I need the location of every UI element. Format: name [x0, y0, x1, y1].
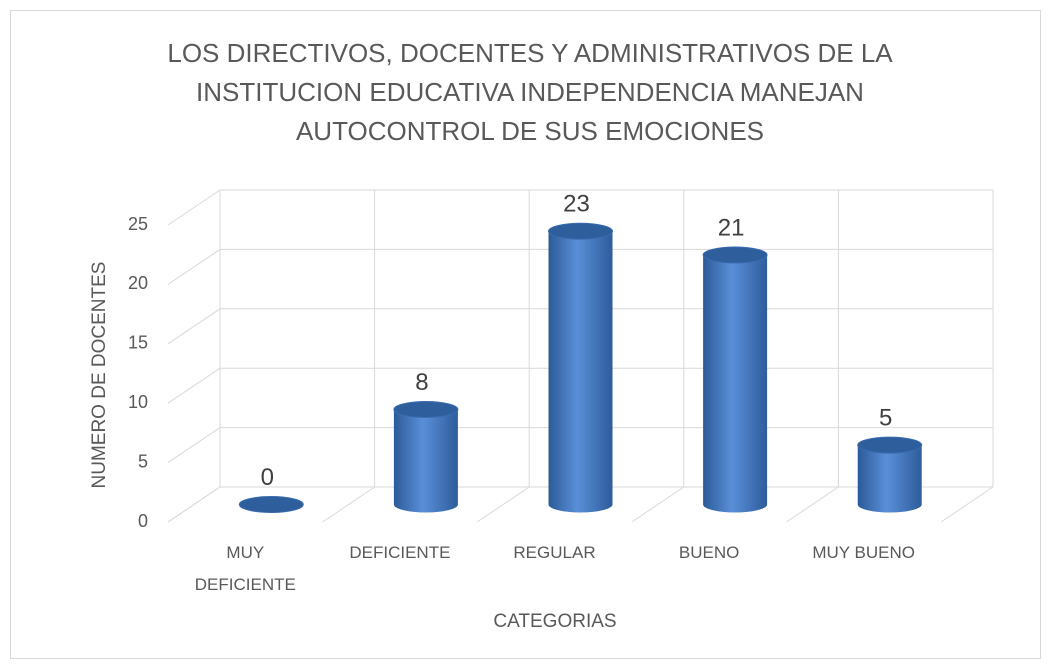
y-axis-label: NUMERO DE DOCENTES — [89, 262, 110, 489]
grid-line — [167, 308, 221, 345]
bar — [238, 496, 304, 513]
data-label: 23 — [563, 191, 590, 218]
bar-body — [703, 255, 768, 513]
bar — [548, 222, 613, 513]
grid-line — [167, 189, 221, 226]
x-tick-label: REGULAR — [513, 543, 596, 562]
grid-line — [167, 248, 221, 285]
y-tick-label: 15 — [128, 333, 148, 353]
data-label: 0 — [261, 464, 274, 491]
grid-line — [167, 367, 221, 404]
floor-line — [631, 486, 685, 523]
floor-line — [940, 486, 994, 523]
x-tick-label: MUY BUENO — [812, 543, 916, 562]
floor-line — [786, 486, 839, 523]
y-tick-label: 20 — [128, 273, 148, 293]
x-tick-label: MUY DEFICIENTE — [194, 543, 296, 594]
bar-body — [393, 409, 458, 513]
y-tick-label: 5 — [138, 451, 148, 471]
bar-top — [857, 436, 923, 454]
bar — [857, 436, 923, 513]
bar-body — [857, 445, 922, 513]
data-label: 5 — [879, 404, 892, 431]
floor-line — [476, 486, 530, 523]
data-label: 8 — [415, 369, 428, 396]
floor-line — [322, 486, 375, 523]
x-tick-label: BUENO — [678, 543, 740, 562]
y-tick-label: 10 — [128, 392, 148, 412]
bar-top — [238, 496, 304, 513]
data-label: 21 — [718, 214, 745, 241]
x-tick-label: DEFICIENTE — [349, 543, 451, 562]
bar-top — [548, 222, 613, 240]
bar-top — [393, 400, 459, 418]
grid-line — [167, 486, 221, 523]
y-tick-label: 25 — [128, 214, 148, 234]
bar — [393, 400, 459, 513]
x-axis-label: CATEGORIAS — [493, 611, 616, 632]
grid-line — [167, 427, 221, 464]
bar — [702, 246, 768, 513]
bar-body — [548, 231, 613, 513]
y-tick-label: 0 — [138, 511, 148, 531]
bar-top — [702, 246, 768, 264]
chart-title: LOS DIRECTIVOS, DOCENTES Y ADMINISTRATIV… — [167, 38, 893, 146]
